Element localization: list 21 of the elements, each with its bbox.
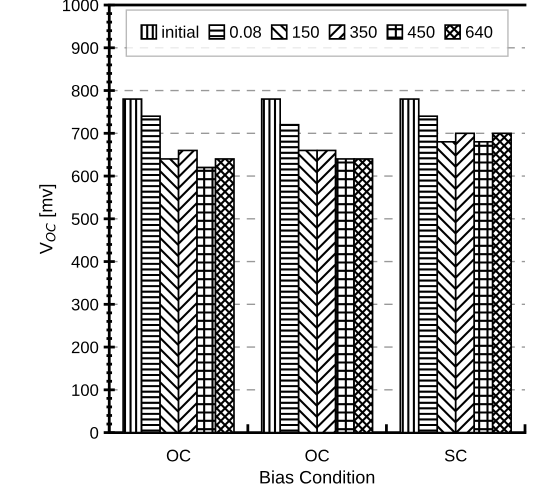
y-tick-label: 300 xyxy=(72,298,98,311)
x-axis-title: Bias Condition xyxy=(260,470,374,484)
y-tick-label: 900 xyxy=(72,42,98,54)
legend-label: 640 xyxy=(466,26,492,38)
y-tick-label: 0 xyxy=(90,426,98,439)
legend-label: 450 xyxy=(408,26,434,38)
y-tick-label: 600 xyxy=(72,170,98,182)
legend-label: 150 xyxy=(293,26,319,38)
legend-label: initial xyxy=(162,26,198,38)
legend-label: 350 xyxy=(350,26,377,38)
x-tick-label: OC xyxy=(305,450,329,462)
x-tick-label: OC xyxy=(166,450,190,462)
y-tick-label: 800 xyxy=(72,84,98,97)
y-tick-label: 200 xyxy=(72,341,98,354)
y-tick-label: 400 xyxy=(71,256,98,268)
y-tick-label: 700 xyxy=(72,128,98,140)
y-axis-title: V$_{OC}$ [mv] xyxy=(39,184,56,254)
y-tick-label: 100 xyxy=(72,384,98,396)
x-tick-label: SC xyxy=(444,450,467,462)
y-tick-label: 500 xyxy=(72,213,98,226)
legend-label: 0.08 xyxy=(230,26,262,38)
